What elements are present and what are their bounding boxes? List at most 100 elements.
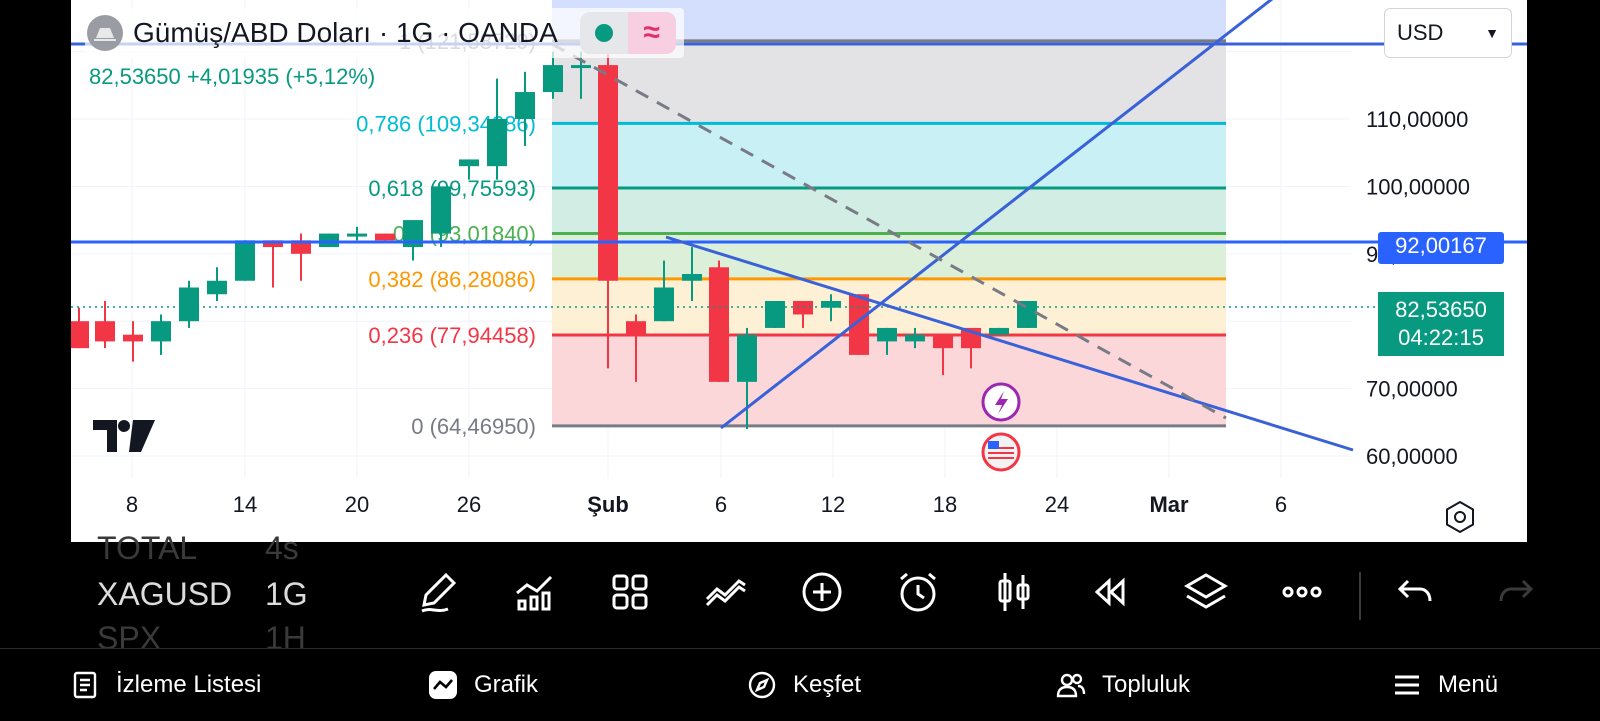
compass-icon (748, 671, 776, 699)
nav-menu-label: Menü (1438, 671, 1499, 698)
layout-grid-icon[interactable] (604, 566, 656, 618)
fib-zone (552, 335, 1226, 426)
price-axis: 110,00000100,0000070,0000060,0000090,000… (1366, 107, 1470, 469)
last-price: 82,53650 (1395, 297, 1487, 322)
candle-body (682, 274, 702, 281)
nav-menu[interactable]: Menü (1392, 649, 1498, 721)
last-price-tag: 82,53650 04:22:15 (1378, 292, 1504, 356)
fib-level-label: 0,786 (109,34386) (356, 111, 536, 136)
toolbar-divider (1359, 572, 1361, 620)
nav-watchlist[interactable]: İzleme Listesi (70, 649, 261, 721)
candle-body (151, 321, 171, 342)
candles (71, 51, 1037, 430)
candle-body (403, 220, 423, 248)
fib-level-label: 0,236 (77,94458) (368, 323, 536, 348)
fib-level-label: 0,618 (99,75593) (368, 176, 536, 201)
chart-icon (429, 671, 457, 699)
wave-icon[interactable]: ≈ (627, 12, 676, 54)
chart-canvas[interactable]: 1 (121,58729)0,786 (109,34386)0,618 (99,… (71, 0, 1527, 542)
nav-community[interactable]: Topluluk (1056, 649, 1190, 721)
candle-body (877, 327, 897, 342)
fib-level-label: 0,382 (86,28086) (368, 267, 536, 292)
fib-level-label: 0 (64,46950) (411, 414, 536, 439)
symbol-header[interactable]: Gümüş/ABD Doları · 1G · OANDA ≈ (85, 8, 684, 58)
nav-explore-label: Keşfet (793, 671, 862, 698)
candle-body (515, 92, 535, 119)
price-axis-label: 60,00000 (1366, 444, 1458, 469)
time-axis-label: 6 (715, 492, 727, 517)
price-change: 82,53650 +4,01935 (+5,12%) (89, 64, 376, 89)
candle-body (179, 287, 199, 322)
time-axis-label: Mar (1149, 492, 1189, 517)
fib-zone (552, 123, 1226, 189)
candle-body (347, 233, 367, 237)
symbol-title[interactable]: Gümüş/ABD Doları · 1G · OANDA (133, 17, 558, 48)
lightning-glyph (995, 391, 1008, 414)
candle-body (933, 334, 953, 349)
time-axis: 8 14 20 26 Şub 6 12 18 24 Mar 6 (126, 492, 1287, 517)
replay-icon[interactable] (1084, 566, 1136, 618)
candle-body (821, 300, 841, 308)
tradingview-logo-icon (93, 420, 155, 452)
fib-zone (552, 188, 1226, 234)
candles-icon[interactable] (988, 566, 1040, 618)
trendline-down (665, 235, 1354, 452)
alert-price-tag[interactable]: 92,00167 (1378, 232, 1504, 264)
time-axis-label: 20 (345, 492, 369, 517)
nav-explore[interactable]: Keşfet (747, 649, 861, 721)
candle-body (207, 280, 227, 295)
people-icon (1056, 673, 1086, 698)
candle-body (95, 321, 115, 342)
chart-panel[interactable]: 1 (121,58729)0,786 (109,34386)0,618 (99,… (71, 0, 1527, 542)
chart-toolbar (0, 552, 1600, 636)
patterns-icon[interactable] (700, 566, 752, 618)
silver-logo-icon (87, 15, 123, 51)
menu-icon (1395, 675, 1419, 695)
trendline-up (720, 0, 1274, 430)
candle-body (989, 327, 1009, 335)
candle-body (543, 65, 563, 93)
bar-countdown: 04:22:15 (1398, 325, 1484, 350)
candle-body (905, 334, 925, 342)
layers-icon[interactable] (1180, 566, 1232, 618)
candle-body (571, 65, 591, 69)
candle-body (431, 186, 451, 234)
watchlist-row[interactable]: TOTAL 4s (97, 530, 299, 566)
add-icon[interactable] (796, 566, 848, 618)
pencil-icon[interactable] (413, 566, 465, 618)
time-axis-label: 12 (821, 492, 845, 517)
redo-icon[interactable] (1490, 566, 1542, 618)
time-axis-label: 8 (126, 492, 138, 517)
candle-body (291, 240, 311, 254)
undo-icon[interactable] (1389, 566, 1441, 618)
nav-community-label: Topluluk (1102, 671, 1191, 698)
candle-body (737, 334, 757, 382)
bottom-nav: İzleme Listesi Grafik Keşfet Topluluk Me… (0, 648, 1600, 721)
candle-body (626, 321, 646, 335)
more-icon[interactable] (1276, 566, 1328, 618)
watchlist-row-active[interactable]: XAGUSD 1G (97, 576, 308, 612)
price-axis-label: 110,00000 (1366, 107, 1468, 132)
candle-body (235, 240, 255, 281)
currency-select[interactable]: USD ▼ (1384, 8, 1512, 58)
settings-hex-icon[interactable] (1443, 500, 1477, 534)
trendline-dashed (551, 42, 1227, 420)
chevron-down-icon: ▼ (1485, 25, 1499, 41)
candle-body (71, 321, 89, 349)
candle-body (765, 300, 785, 328)
candle-body (123, 334, 143, 342)
fib-zone (552, 233, 1226, 279)
indicators-icon[interactable] (508, 566, 560, 618)
time-axis-label: 26 (457, 492, 481, 517)
nav-chart[interactable]: Grafik (428, 649, 538, 721)
market-status-pill[interactable]: ≈ (579, 12, 676, 54)
time-axis-label: 14 (233, 492, 257, 517)
candle-body (487, 119, 507, 167)
price-axis-label: 70,00000 (1366, 377, 1458, 402)
candle-body (459, 159, 479, 167)
flag-canton (988, 441, 999, 449)
time-axis-label: 18 (933, 492, 957, 517)
alarm-icon[interactable] (892, 566, 944, 618)
candle-body (263, 240, 283, 248)
nav-watchlist-label: İzleme Listesi (116, 671, 262, 698)
